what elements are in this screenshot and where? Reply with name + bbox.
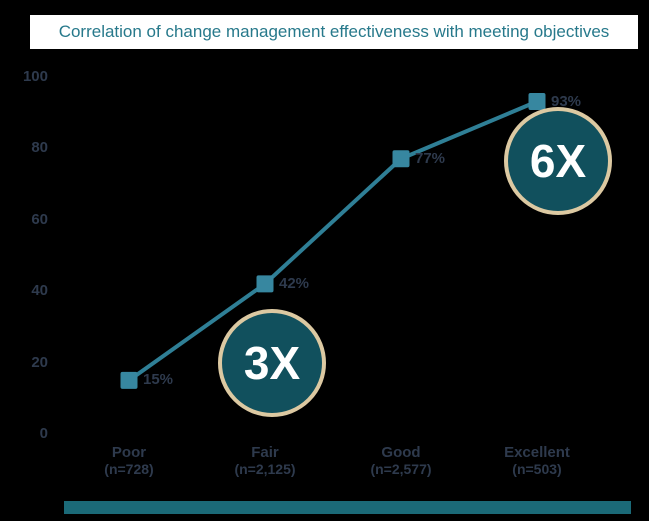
x-category-label: Poor (n=728) — [59, 444, 199, 478]
category-name: Good — [381, 444, 421, 461]
x-category-label: Excellent (n=503) — [467, 444, 607, 478]
data-point-marker — [120, 371, 138, 389]
annotation-circle-3x: 3X — [218, 308, 326, 417]
category-count: (n=2,125) — [234, 461, 296, 477]
y-tick-label: 0 — [39, 425, 48, 442]
line-path — [127, 99, 538, 383]
data-point-marker — [528, 93, 546, 111]
data-point-label: 42% — [279, 274, 310, 292]
y-tick-label: 20 — [31, 353, 48, 371]
annotation-circle-6x: 6X — [504, 106, 612, 215]
footer-bar — [64, 501, 631, 514]
y-tick-label: 40 — [31, 282, 48, 299]
y-tick-label: 80 — [31, 139, 48, 156]
category-count: (n=2,577) — [370, 461, 432, 477]
data-point-label: 93% — [551, 92, 582, 110]
category-name: Fair — [251, 444, 279, 461]
chart-title: Correlation of change management effecti… — [58, 22, 610, 41]
x-category-label: Fair (n=2,125) — [195, 444, 335, 478]
y-tick-label: 60 — [31, 210, 48, 228]
data-point-marker — [256, 275, 274, 293]
data-point-label: 15% — [143, 371, 174, 389]
category-name: Excellent — [504, 444, 570, 461]
category-count: (n=728) — [104, 461, 154, 477]
x-category-label: Good (n=2,577) — [331, 444, 471, 478]
data-point-label: 77% — [415, 149, 446, 167]
chart-title-box: Correlation of change management effecti… — [30, 15, 638, 49]
category-count: (n=503) — [512, 461, 562, 477]
y-tick-label: 100 — [22, 67, 48, 85]
data-point-marker — [392, 150, 410, 168]
category-name: Poor — [111, 444, 147, 461]
